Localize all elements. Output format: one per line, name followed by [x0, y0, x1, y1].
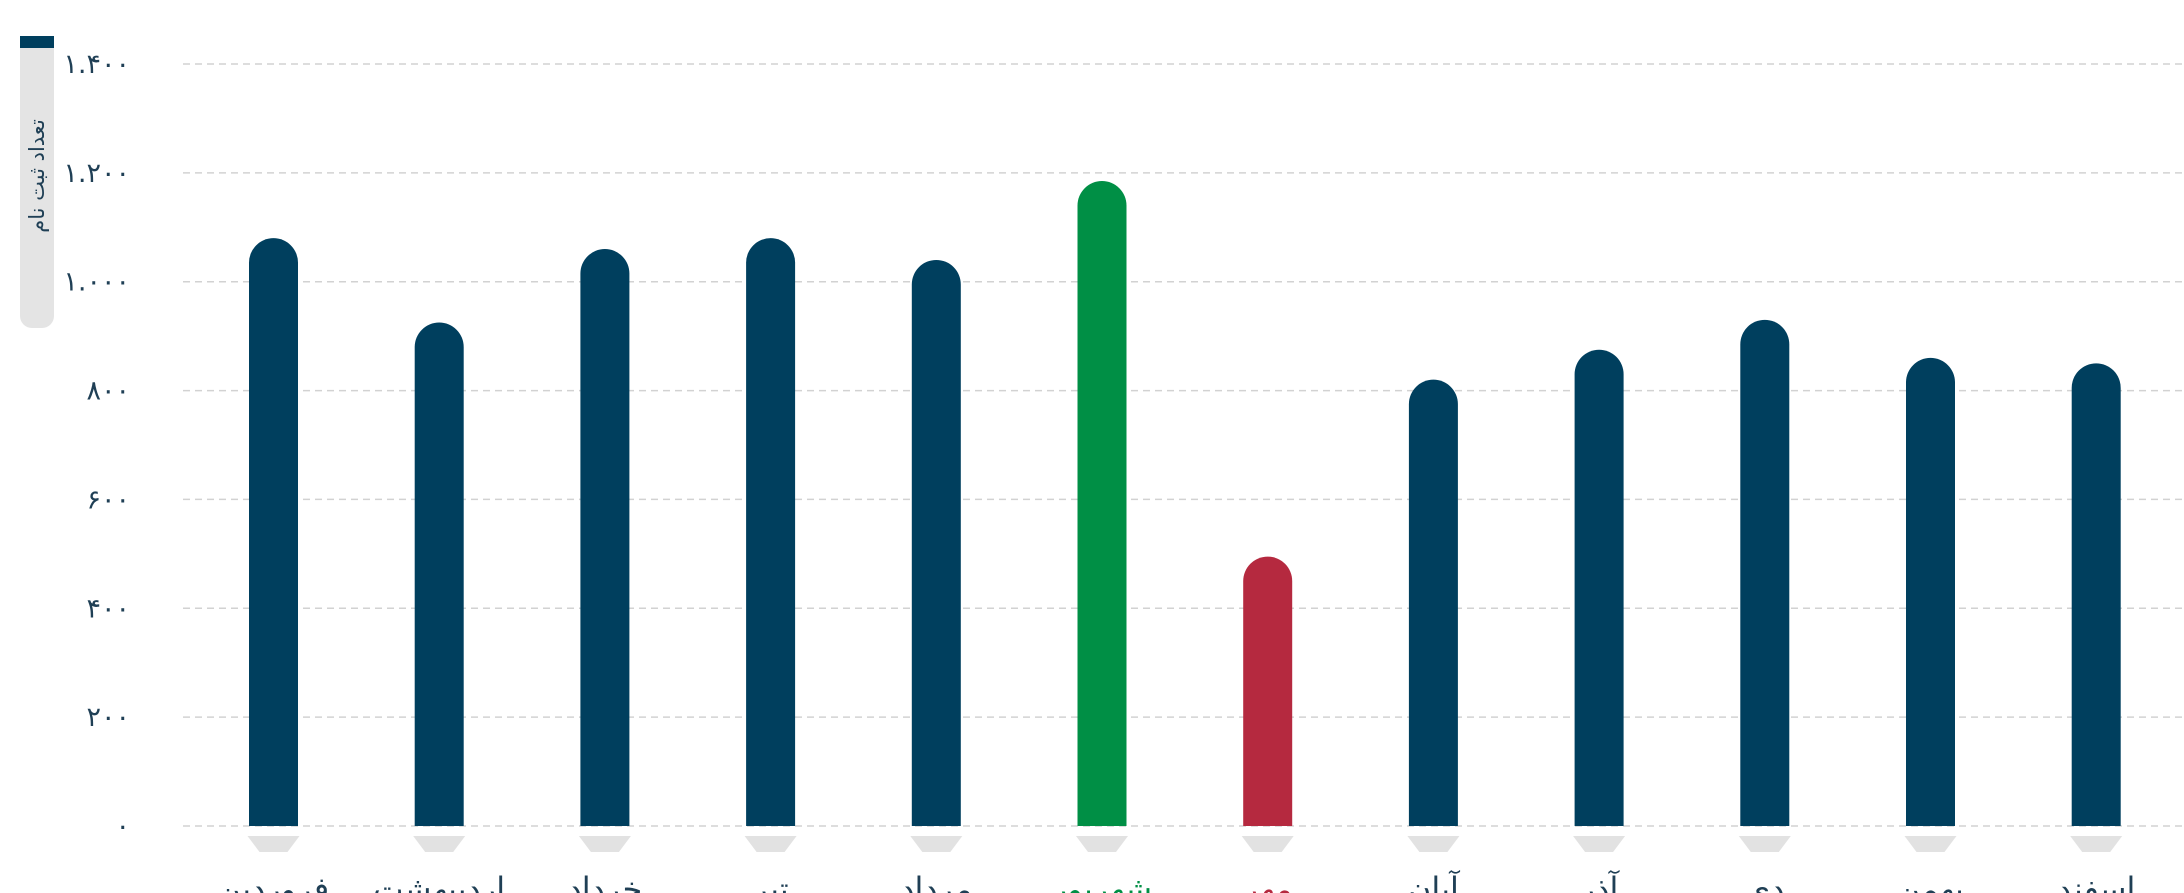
bar: [1740, 319, 1790, 826]
bar: [249, 238, 298, 827]
bar-marker: [2070, 836, 2123, 852]
bar: [1408, 379, 1458, 826]
x-tick-label: تیر: [750, 870, 788, 893]
x-tick-label: آبان: [1408, 869, 1461, 893]
y-axis-title-accent: [20, 36, 54, 48]
bar-marker: [744, 836, 797, 852]
x-tick-label: مهر: [1241, 870, 1293, 893]
bar: [2071, 363, 2121, 826]
bar-marker: [1407, 836, 1460, 852]
y-tick-label: ۴۰۰: [86, 593, 130, 624]
bar: [1243, 556, 1293, 826]
bar-marker: [1076, 836, 1128, 852]
bar-marker: [910, 836, 963, 852]
bar: [1906, 357, 1955, 826]
x-tick-label: بهمن: [1897, 870, 1964, 893]
y-axis-title-pill: تعداد ثبت نام: [20, 36, 54, 328]
bar: [1077, 181, 1127, 826]
y-tick-label: ۱.۲۰۰: [63, 158, 130, 189]
y-tick-label: ۲۰۰: [86, 702, 130, 733]
bar-marker: [247, 836, 300, 852]
y-tick-label: ۰: [115, 811, 130, 842]
x-tick-label: شهریور: [1050, 870, 1152, 893]
x-tick-label: فروردین: [218, 870, 329, 893]
bar: [414, 322, 464, 826]
y-tick-label: ۸۰۰: [86, 376, 130, 407]
x-tick-label: دی: [1745, 870, 1784, 893]
x-tick-label: اردیبهشت: [373, 870, 505, 893]
x-tick-label: اسفند: [2057, 870, 2135, 893]
bar-marker: [413, 836, 466, 852]
x-tick-label: آذر: [1578, 869, 1621, 893]
bar: [911, 259, 961, 826]
bar-marker: [578, 836, 631, 852]
y-tick-label: ۱.۰۰۰: [63, 267, 130, 298]
y-tick-label: ۶۰۰: [86, 484, 130, 515]
bar-marker: [1738, 836, 1791, 852]
y-tick-label: ۱.۴۰۰: [63, 49, 130, 80]
bar-marker: [1904, 836, 1957, 852]
x-tick-label: مرداد: [900, 870, 972, 893]
bar: [580, 249, 630, 826]
bar-marker: [1573, 836, 1626, 852]
bar-marker: [1241, 836, 1294, 852]
x-tick-label: خرداد: [567, 870, 642, 893]
bar: [746, 238, 796, 827]
bar: [1574, 349, 1624, 826]
